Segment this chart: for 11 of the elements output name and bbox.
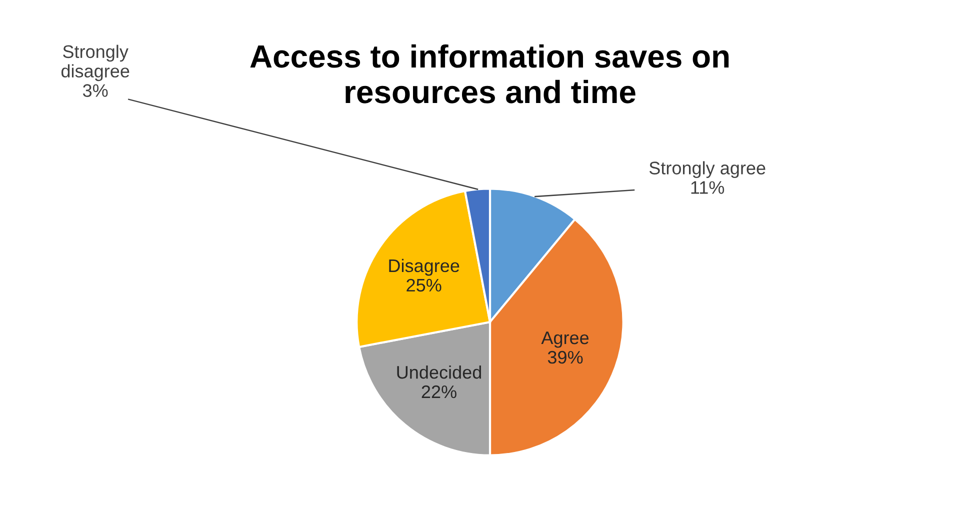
chart-title: Access to information saves on resources and time [250, 44, 729, 104]
data-label: 25% [406, 278, 442, 292]
slice-label: Agree [541, 332, 589, 348]
slice-label: Undecided [397, 366, 482, 379]
data-label: 11% [691, 181, 724, 194]
slice-label: Strongly agree [649, 161, 766, 178]
data-label: 39% [548, 350, 583, 364]
slice-label: Disagree [389, 258, 460, 276]
data-label: 22% [422, 385, 456, 398]
data-label: 3% [82, 84, 108, 97]
slice-label: Strongly disagree [61, 44, 130, 82]
